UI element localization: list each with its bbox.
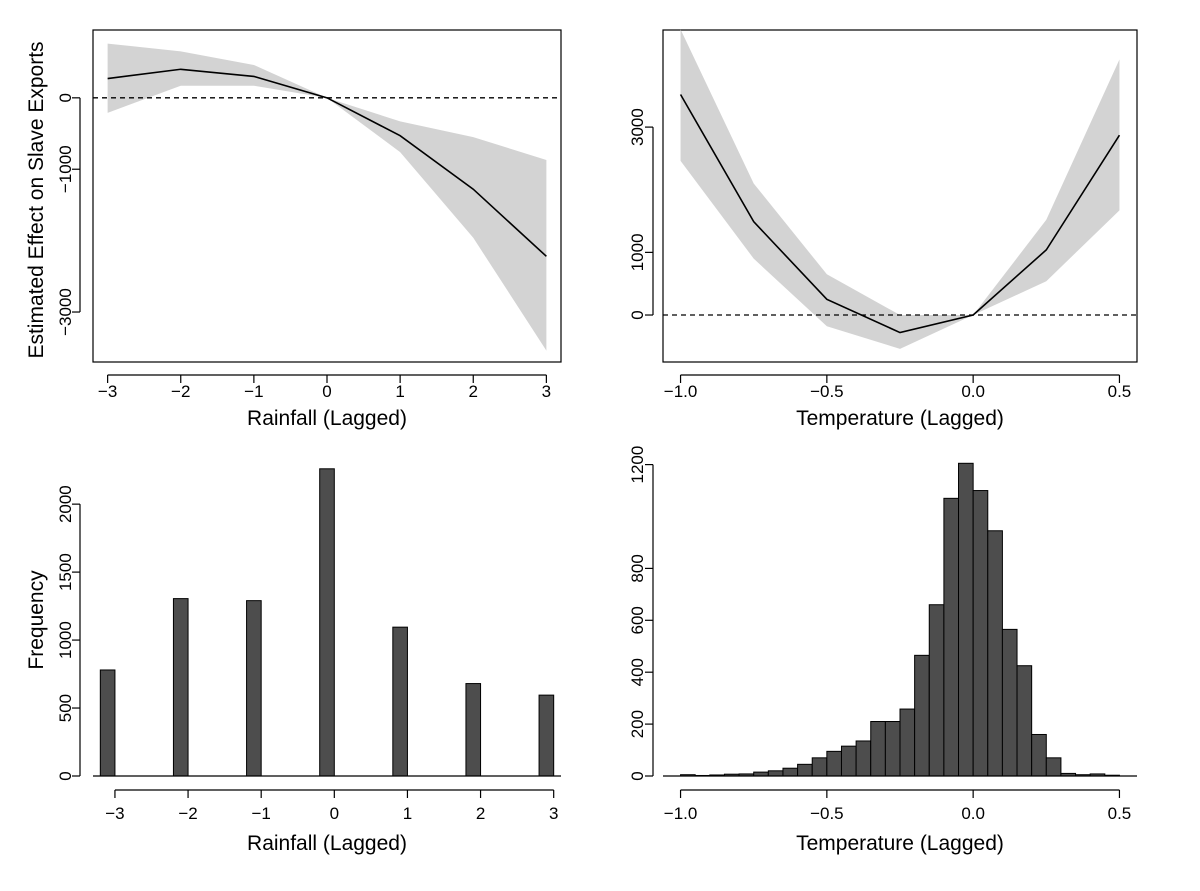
x-tick-label: −1 <box>251 804 270 823</box>
y-tick-label: 0 <box>56 771 75 780</box>
x-tick-label: 2 <box>476 804 485 823</box>
histogram-bar <box>782 767 799 777</box>
histogram-bar <box>319 468 335 777</box>
histogram-bar <box>1045 757 1062 777</box>
histogram-bar <box>870 721 886 777</box>
histogram-bar <box>1016 665 1033 777</box>
histogram-bar <box>884 721 901 777</box>
y-axis-label: Frequency <box>25 570 48 670</box>
histogram-bar <box>172 598 189 777</box>
y-tick-label: −3000 <box>56 288 75 336</box>
x-tick-label: 0.0 <box>961 804 985 823</box>
histogram-bar <box>899 708 916 777</box>
y-tick-label: 3000 <box>628 108 647 146</box>
y-tick-label: 1000 <box>56 621 75 659</box>
y-tick-label: 200 <box>628 710 647 738</box>
x-tick-label: 3 <box>542 382 551 401</box>
x-axis-label: Rainfall (Lagged) <box>247 407 407 430</box>
histogram-bar <box>928 604 945 777</box>
histogram-bar <box>855 740 872 777</box>
x-tick-label: −1 <box>244 382 263 401</box>
plot-frame <box>92 29 562 363</box>
y-tick-label: 1000 <box>628 233 647 271</box>
x-tick-label: 1 <box>403 804 412 823</box>
histogram-bar <box>99 669 116 777</box>
x-tick-label: −1.0 <box>664 804 698 823</box>
x-tick-label: 2 <box>469 382 478 401</box>
y-axis-label: Estimated Effect on Slave Exports <box>25 41 48 358</box>
x-tick-label: −1.0 <box>664 382 698 401</box>
y-tick-label: 0 <box>628 771 647 780</box>
histogram-bar <box>972 490 989 777</box>
x-tick-label: 0.5 <box>1108 382 1132 401</box>
y-tick-label: 600 <box>628 606 647 634</box>
histogram-bar <box>987 530 1003 777</box>
histogram-bar <box>392 626 408 777</box>
histogram-bar <box>826 750 842 777</box>
panel-temp-hist: −1.0 −0.5 0.0 0.5 0 200 400 600 800 1200 Temperatu… <box>628 446 1137 855</box>
y-tick-label: 0 <box>56 93 75 102</box>
histogram-bar <box>1001 628 1018 777</box>
x-tick-label: 0.5 <box>1108 804 1132 823</box>
y-tick-label: −1000 <box>56 145 75 193</box>
x-tick-label: −3 <box>105 804 124 823</box>
x-tick-label: −2 <box>171 382 190 401</box>
confidence-band <box>107 43 547 351</box>
x-tick-label: 0.0 <box>961 382 985 401</box>
x-tick-label: 0 <box>322 382 331 401</box>
estimate-line <box>107 68 547 257</box>
x-tick-label: −2 <box>178 804 197 823</box>
x-tick-label: 1 <box>395 382 404 401</box>
y-tick-label: 2000 <box>56 485 75 523</box>
histogram-bar <box>538 694 555 777</box>
histogram-bar <box>914 654 930 777</box>
histogram-bar <box>767 770 784 777</box>
panel-temp-effect: −1.0 −0.5 0.0 0.5 0 1000 3000 Temperature (Lagg… <box>628 29 1138 430</box>
estimate-line <box>679 94 1121 334</box>
histogram-bar <box>797 763 813 777</box>
histogram-bar <box>943 497 960 777</box>
plot-frame <box>662 29 1138 363</box>
histogram-bar <box>1031 733 1047 777</box>
x-tick-label: −3 <box>98 382 117 401</box>
x-tick-label: −0.5 <box>810 804 844 823</box>
histogram-bar <box>246 600 262 777</box>
y-tick-label: 800 <box>628 554 647 582</box>
x-tick-label: −0.5 <box>810 382 844 401</box>
histogram-bar <box>840 745 857 777</box>
histogram-bar <box>958 462 974 777</box>
panel-rain-effect: −3 −2 −1 0 1 2 3 0 −1000 −3000 Rainfall (Lagged) Es… <box>25 29 562 430</box>
y-tick-label: 1200 <box>628 446 647 484</box>
histogram-bar <box>811 757 828 777</box>
histogram-bar <box>465 683 482 777</box>
y-tick-label: 500 <box>56 694 75 722</box>
confidence-band <box>680 29 1120 349</box>
y-tick-label: 400 <box>628 658 647 686</box>
y-tick-label: 0 <box>628 310 647 319</box>
x-axis-label: Temperature (Lagged) <box>796 832 1004 855</box>
x-axis-label: Temperature (Lagged) <box>796 407 1004 430</box>
x-axis-label: Rainfall (Lagged) <box>247 832 407 855</box>
panel-rain-hist: −3 −2 −1 0 1 2 3 0 500 1000 1500 2000 Rainfall (Lagg… <box>25 468 561 855</box>
y-tick-label: 1500 <box>56 553 75 591</box>
x-tick-label: 0 <box>330 804 339 823</box>
x-tick-label: 3 <box>549 804 558 823</box>
